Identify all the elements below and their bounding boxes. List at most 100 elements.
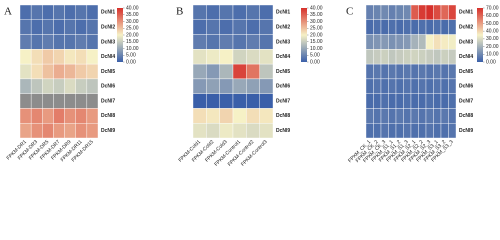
heatmap-cell	[53, 63, 65, 80]
colorbar-tick-label: 0.00	[486, 59, 496, 65]
heatmap-cell	[395, 108, 404, 124]
heatmap-cell	[246, 108, 260, 124]
heatmap-cell	[380, 4, 389, 20]
figure: A DcNI1 DcNI2 DcNI3 DcNI4 DcNI5 DcNI6 DcNI7 DcNI…	[4, 4, 499, 168]
colorbar	[117, 8, 123, 62]
row-label: DcNI4	[276, 54, 290, 60]
heatmap-cell	[425, 63, 434, 80]
heatmap-cell	[75, 63, 88, 80]
heatmap-cell	[418, 4, 427, 20]
heatmap-cell	[19, 19, 32, 35]
colorbar-tick-label: 35.00	[310, 12, 323, 18]
heatmap-cell	[433, 4, 442, 20]
colorbar-tick-label: 40.00	[310, 5, 323, 11]
row-label: DcNI7	[101, 98, 115, 104]
heatmap-cell	[259, 49, 274, 65]
heatmap-cell	[246, 93, 260, 109]
row-label: DcNI6	[276, 84, 290, 90]
heatmap-cell	[440, 93, 449, 109]
heatmap-cell	[259, 108, 274, 124]
heatmap-cell	[425, 19, 434, 35]
heatmap-cell	[395, 4, 404, 20]
heatmap-cell	[388, 4, 397, 20]
heatmap-cell	[30, 123, 43, 139]
heatmap-cell	[206, 4, 220, 20]
heatmap-cell	[246, 123, 260, 139]
row-label: DcNI8	[101, 113, 115, 119]
heatmap-cell	[365, 93, 374, 109]
heatmap-cell	[410, 19, 419, 35]
heatmap-cell	[433, 34, 442, 50]
heatmap-cell	[388, 19, 397, 35]
heatmap-cell	[365, 78, 374, 94]
heatmap-cell	[440, 4, 449, 20]
heatmap-cell	[418, 49, 427, 65]
heatmap-cell	[192, 34, 207, 50]
heatmap-cell	[410, 93, 419, 109]
heatmap-cell	[206, 19, 220, 35]
heatmap-cell	[192, 108, 207, 124]
heatmap-cell	[440, 19, 449, 35]
heatmap-cell	[64, 49, 76, 65]
heatmap-cell	[30, 63, 43, 80]
heatmap-cell	[219, 34, 234, 50]
heatmap-cell	[380, 63, 389, 80]
heatmap-cell	[448, 93, 457, 109]
row-label: DcNI3	[459, 39, 473, 45]
heatmap-cell	[42, 78, 54, 94]
heatmap-cell	[373, 19, 382, 35]
colorbar-tick-label: 5.00	[126, 53, 136, 59]
row-label: DcNI7	[459, 98, 473, 104]
heatmap-cell	[410, 78, 419, 94]
colorbar-tick-label: 30.00	[310, 19, 323, 25]
heatmap-cell	[440, 34, 449, 50]
heatmap-cell	[388, 108, 397, 124]
heatmap-cell	[192, 63, 207, 80]
heatmap-cell	[425, 49, 434, 65]
row-label: DcNI2	[101, 24, 115, 30]
heatmap-cell	[219, 78, 234, 94]
heatmap-cell	[373, 4, 382, 20]
row-label: DcNI4	[101, 54, 115, 60]
heatmap-cell	[380, 19, 389, 35]
heatmap-cell	[246, 63, 260, 80]
heatmap-cell	[410, 34, 419, 50]
heatmap-cell	[403, 63, 412, 80]
heatmap-cell	[403, 108, 412, 124]
colorbar-tick-label: 10.00	[310, 46, 323, 52]
heatmap-cell	[75, 4, 88, 20]
heatmap-cell	[448, 123, 457, 139]
heatmap-cell	[246, 4, 260, 20]
heatmap-cell	[86, 63, 99, 80]
heatmap-cell	[448, 19, 457, 35]
heatmap-cell	[53, 78, 65, 94]
heatmap-cell	[75, 108, 88, 124]
heatmap-cell	[42, 93, 54, 109]
heatmap-cell	[440, 123, 449, 139]
heatmap-cell	[403, 93, 412, 109]
colorbar-tick-label: 50.00	[486, 21, 499, 27]
heatmap-cell	[30, 108, 43, 124]
heatmap-cell	[388, 49, 397, 65]
heatmap-cell	[425, 123, 434, 139]
heatmap-cell	[246, 34, 260, 50]
heatmap-cell	[219, 63, 234, 80]
heatmap-cell	[418, 78, 427, 94]
heatmap-cell	[403, 49, 412, 65]
heatmap-cell	[365, 4, 374, 20]
heatmap-cell	[30, 78, 43, 94]
heatmap-cell	[259, 78, 274, 94]
heatmap-cell	[64, 123, 76, 139]
heatmap-cell	[53, 34, 65, 50]
row-label: DcNI3	[276, 39, 290, 45]
heatmap-cell	[64, 34, 76, 50]
heatmap-cell	[365, 108, 374, 124]
row-label: DcNI2	[459, 24, 473, 30]
heatmap-cell	[232, 78, 247, 94]
heatmap-cell	[219, 4, 234, 20]
heatmap-cell	[30, 4, 43, 20]
heatmap-cell	[259, 4, 274, 20]
heatmap-cell	[403, 34, 412, 50]
heatmap-cell	[380, 78, 389, 94]
heatmap-cell	[259, 19, 274, 35]
